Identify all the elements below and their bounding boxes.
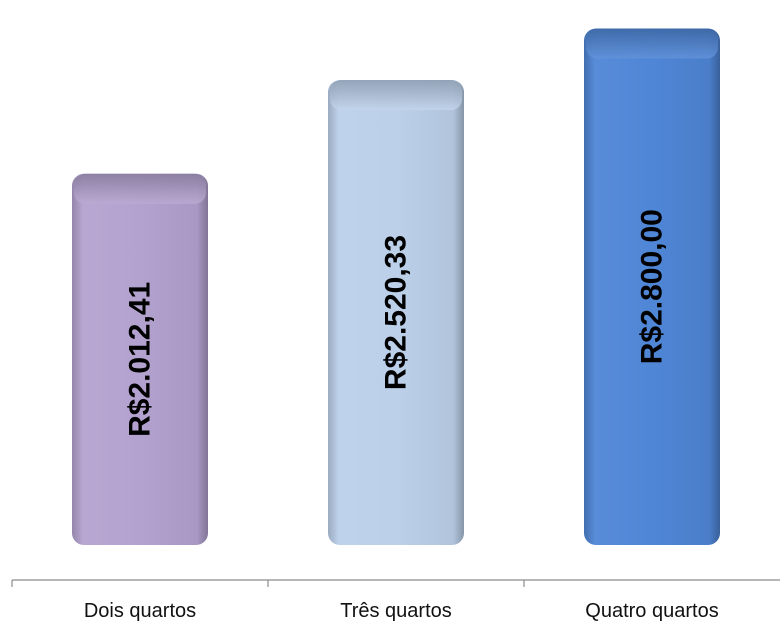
bar-top-bevel (586, 28, 718, 59)
category-label: Três quartos (340, 600, 452, 622)
category-label: Dois quartos (84, 600, 196, 622)
bar-value-label: R$2.800,00 (636, 209, 669, 364)
bars-group: R$2.012,41 R$2.520,33 R$2.800,00 (72, 28, 720, 545)
category-labels: Dois quartos Três quartos Quatro quartos (84, 600, 719, 622)
bar-top-bevel (330, 80, 462, 111)
bar (584, 28, 720, 545)
bar (72, 173, 208, 545)
bar (328, 80, 464, 545)
bar-value-label: R$2.012,41 (124, 282, 157, 437)
bar-top-bevel (74, 173, 206, 204)
bar-value-label: R$2.520,33 (380, 235, 413, 390)
x-axis-ticks (11, 580, 525, 587)
category-label: Quatro quartos (585, 600, 718, 622)
